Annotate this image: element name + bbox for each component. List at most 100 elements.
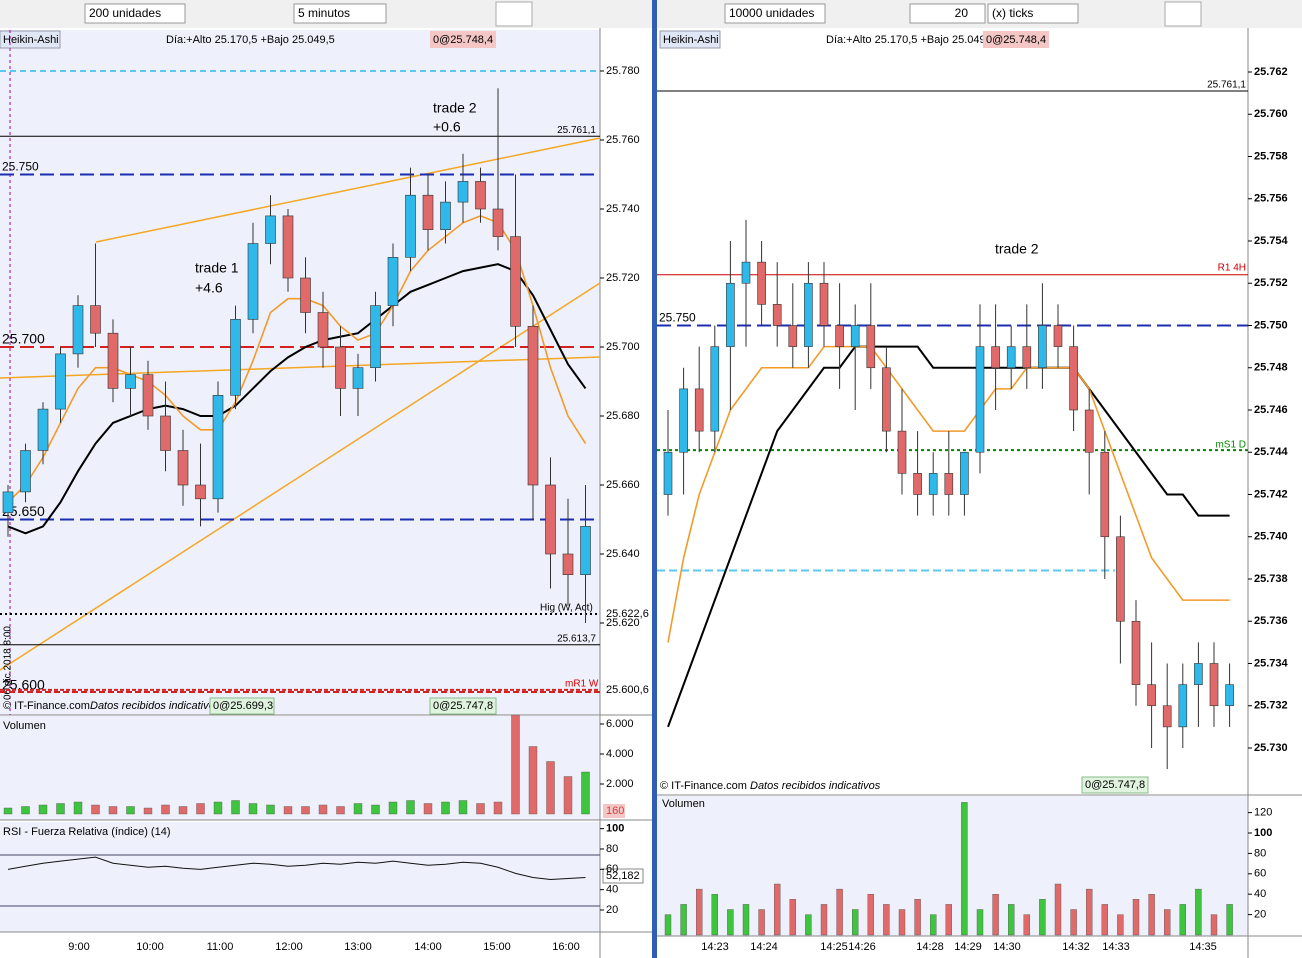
volume-bar <box>945 904 952 936</box>
volume-bar <box>231 800 240 815</box>
rsi-tick-label: 40 <box>606 884 618 896</box>
volume-bar <box>546 761 555 815</box>
candle-body <box>726 282 735 347</box>
volume-bar <box>563 776 573 815</box>
day-range: Día:+Alto 25.170,5 +Bajo 25.049,5 <box>826 34 995 46</box>
candle-body <box>835 325 844 347</box>
volume-bar <box>1039 899 1046 936</box>
count-input[interactable] <box>909 3 986 24</box>
volume-bar <box>789 899 796 936</box>
candle-body <box>405 194 416 258</box>
day-range: Día:+Alto 25.170,5 +Bajo 25.049,5 <box>166 34 335 46</box>
volume-bar <box>680 904 687 936</box>
volume-bar <box>1163 909 1171 936</box>
candle-body <box>2 491 14 513</box>
annotation: +0.6 <box>433 119 461 135</box>
level-label: 25.750 <box>2 160 39 174</box>
candle-body <box>1100 451 1110 538</box>
volume-bar <box>178 806 188 815</box>
price-tick-label: 25.760 <box>606 134 640 146</box>
candle-body <box>1116 536 1125 622</box>
indicator-tag[interactable] <box>0 30 61 49</box>
interval-select[interactable] <box>293 3 387 24</box>
candle-body <box>663 451 673 495</box>
candle-body <box>819 282 829 326</box>
volume-bar <box>1023 914 1030 936</box>
volume-bar <box>73 801 83 815</box>
candle-body <box>991 346 1000 369</box>
volume-bar <box>581 771 590 815</box>
units-select[interactable] <box>84 3 186 24</box>
volume-tick-label: 2.000 <box>606 778 634 790</box>
volume-bar <box>664 914 672 936</box>
candle-body <box>545 484 556 555</box>
quote: 0@25.748,4 <box>986 34 1046 46</box>
candle-body <box>90 305 101 334</box>
volume-bar <box>21 806 30 815</box>
volume-tick-label: 20 <box>1254 909 1266 921</box>
volume-tick-label: 80 <box>1254 847 1266 859</box>
source: © IT-Finance.com <box>660 780 747 792</box>
price-tick-label: 25.758 <box>1254 150 1288 162</box>
volume-bar <box>836 888 843 936</box>
volume-bar <box>883 904 890 936</box>
price-tick-label: 25.738 <box>1254 573 1288 585</box>
volume-bar <box>1148 894 1155 936</box>
annotation: trade 2 <box>433 100 477 116</box>
divider <box>652 0 657 958</box>
volume-bar <box>196 803 205 815</box>
quote: 0@25.747,8 <box>433 700 493 712</box>
volume-bar <box>1226 904 1233 936</box>
annotation: R1 4H <box>1218 263 1246 274</box>
count-text: 20 <box>955 6 969 20</box>
mode-select[interactable] <box>987 3 1079 24</box>
volume-bar <box>458 800 468 815</box>
annotation: mS1 D <box>1215 440 1246 451</box>
price-tick-label: 25.752 <box>1254 277 1288 289</box>
candle-body <box>492 208 504 237</box>
candle-body <box>866 325 876 369</box>
volume-tick-label: 40 <box>1254 888 1266 900</box>
volume-tick-label: 60 <box>1254 868 1266 880</box>
volume-bar <box>1085 888 1093 936</box>
rsi-line <box>7 856 586 880</box>
volume-bar <box>1179 904 1187 936</box>
candle-body <box>195 484 206 500</box>
volume-bar <box>38 804 48 815</box>
note: Datos recibidos indicativos <box>750 780 881 792</box>
units-select[interactable] <box>724 3 826 24</box>
chart-type-button[interactable] <box>1164 1 1202 27</box>
candle-body <box>72 305 84 355</box>
rsi-tick-label: 80 <box>606 843 618 855</box>
time-label: 10:00 <box>136 941 164 953</box>
volume-bar <box>511 714 520 815</box>
price-panel <box>657 30 1248 794</box>
annotation: +4.6 <box>195 280 223 296</box>
chart-type-button[interactable] <box>495 1 533 27</box>
value-box <box>603 804 625 818</box>
source: © IT-Finance.com <box>3 700 90 712</box>
candle-body <box>265 215 276 244</box>
volume-bar <box>493 801 503 815</box>
quote-box <box>430 31 496 48</box>
volume-bar <box>930 914 937 936</box>
candle-body <box>897 430 907 474</box>
indicator-tag[interactable] <box>659 30 721 49</box>
level-label: 25.613,7 <box>557 633 596 644</box>
value-box <box>602 868 644 884</box>
volume-panel <box>0 716 600 820</box>
price-tick-label: 25.680 <box>606 410 640 422</box>
candle-body <box>772 304 782 326</box>
volume-bar <box>126 806 135 815</box>
indicator: Heikin-Ashi <box>3 34 59 46</box>
volume-bar <box>1101 904 1109 936</box>
price-tick-label: 25.640 <box>606 548 640 560</box>
time-label: 14:00 <box>414 941 442 953</box>
volume-bar <box>742 904 750 936</box>
candle-body <box>125 374 136 389</box>
candle-body <box>960 451 969 495</box>
quote-box <box>429 697 497 715</box>
candle-body <box>177 450 189 486</box>
volume-tick-label: 100 <box>1254 827 1272 839</box>
